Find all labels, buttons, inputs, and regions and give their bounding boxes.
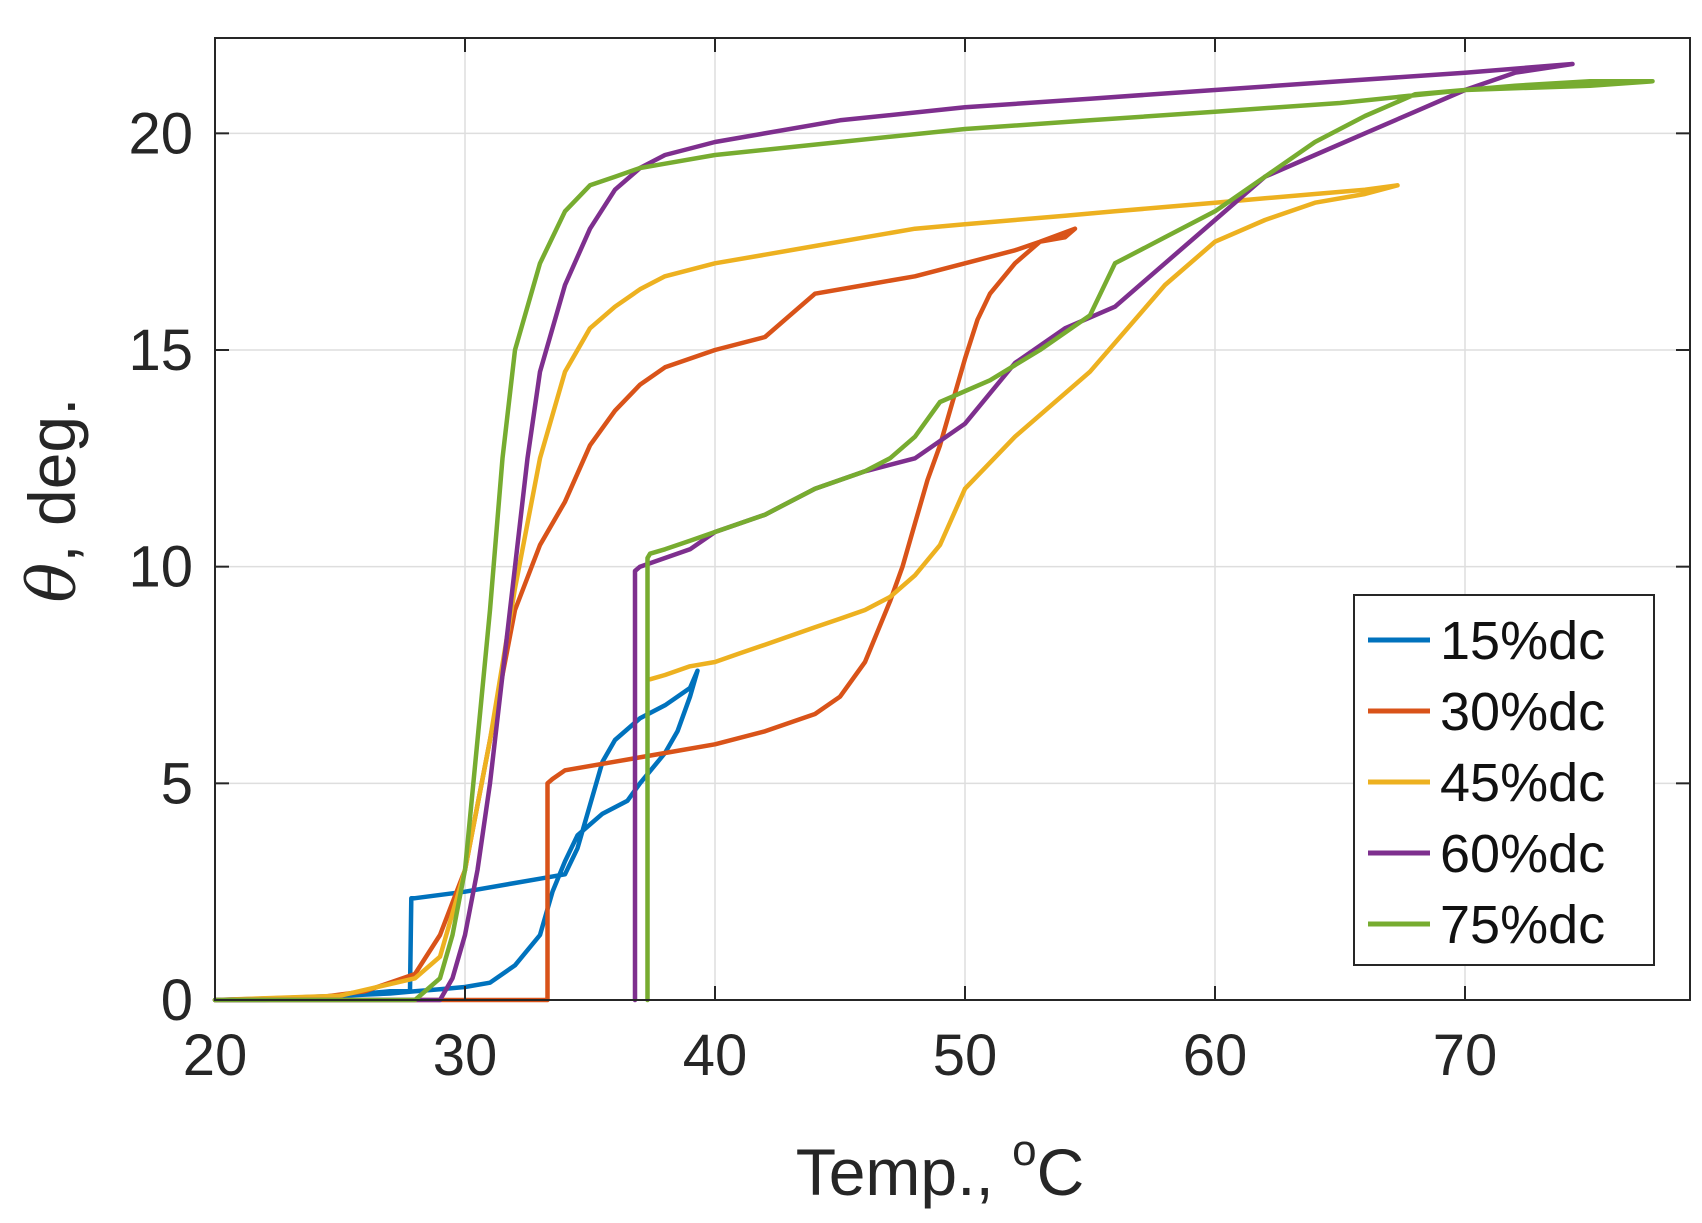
series-line-3	[212, 183, 1400, 1003]
x-tick-label: 30	[433, 1023, 498, 1088]
series-lines	[212, 61, 1655, 1003]
x-axis-label: Temp., oC	[796, 1126, 1085, 1209]
x-tick-label: 40	[683, 1023, 748, 1088]
x-tick-label: 60	[1183, 1023, 1248, 1088]
x-tick-label: 20	[183, 1023, 248, 1088]
axis-ticks: 20 30 40 50 60 70 0 5 10 15 20	[128, 38, 1690, 1088]
y-tick-label: 15	[128, 318, 193, 383]
series-line-1	[212, 668, 700, 1003]
legend-label: 45%dc	[1440, 753, 1605, 813]
legend-label: 60%dc	[1440, 824, 1605, 884]
y-tick-label: 0	[161, 968, 193, 1033]
legend-label: 75%dc	[1440, 895, 1605, 955]
plot-area-frame	[214, 37, 1691, 1001]
x-tick-label: 70	[1433, 1023, 1498, 1088]
legend-label: 30%dc	[1440, 682, 1605, 742]
y-tick-label: 5	[161, 751, 193, 816]
y-tick-label: 20	[128, 101, 193, 166]
series-line-2	[212, 226, 1078, 1003]
legend: 15%dc 30%dc 45%dc 60%dc 75%dc	[1353, 594, 1655, 966]
x-tick-label: 50	[933, 1023, 998, 1088]
y-tick-label: 10	[128, 535, 193, 600]
y-axis-label: θ, deg.	[14, 398, 91, 603]
legend-label: 15%dc	[1440, 611, 1605, 671]
series-line-5	[212, 79, 1655, 1003]
